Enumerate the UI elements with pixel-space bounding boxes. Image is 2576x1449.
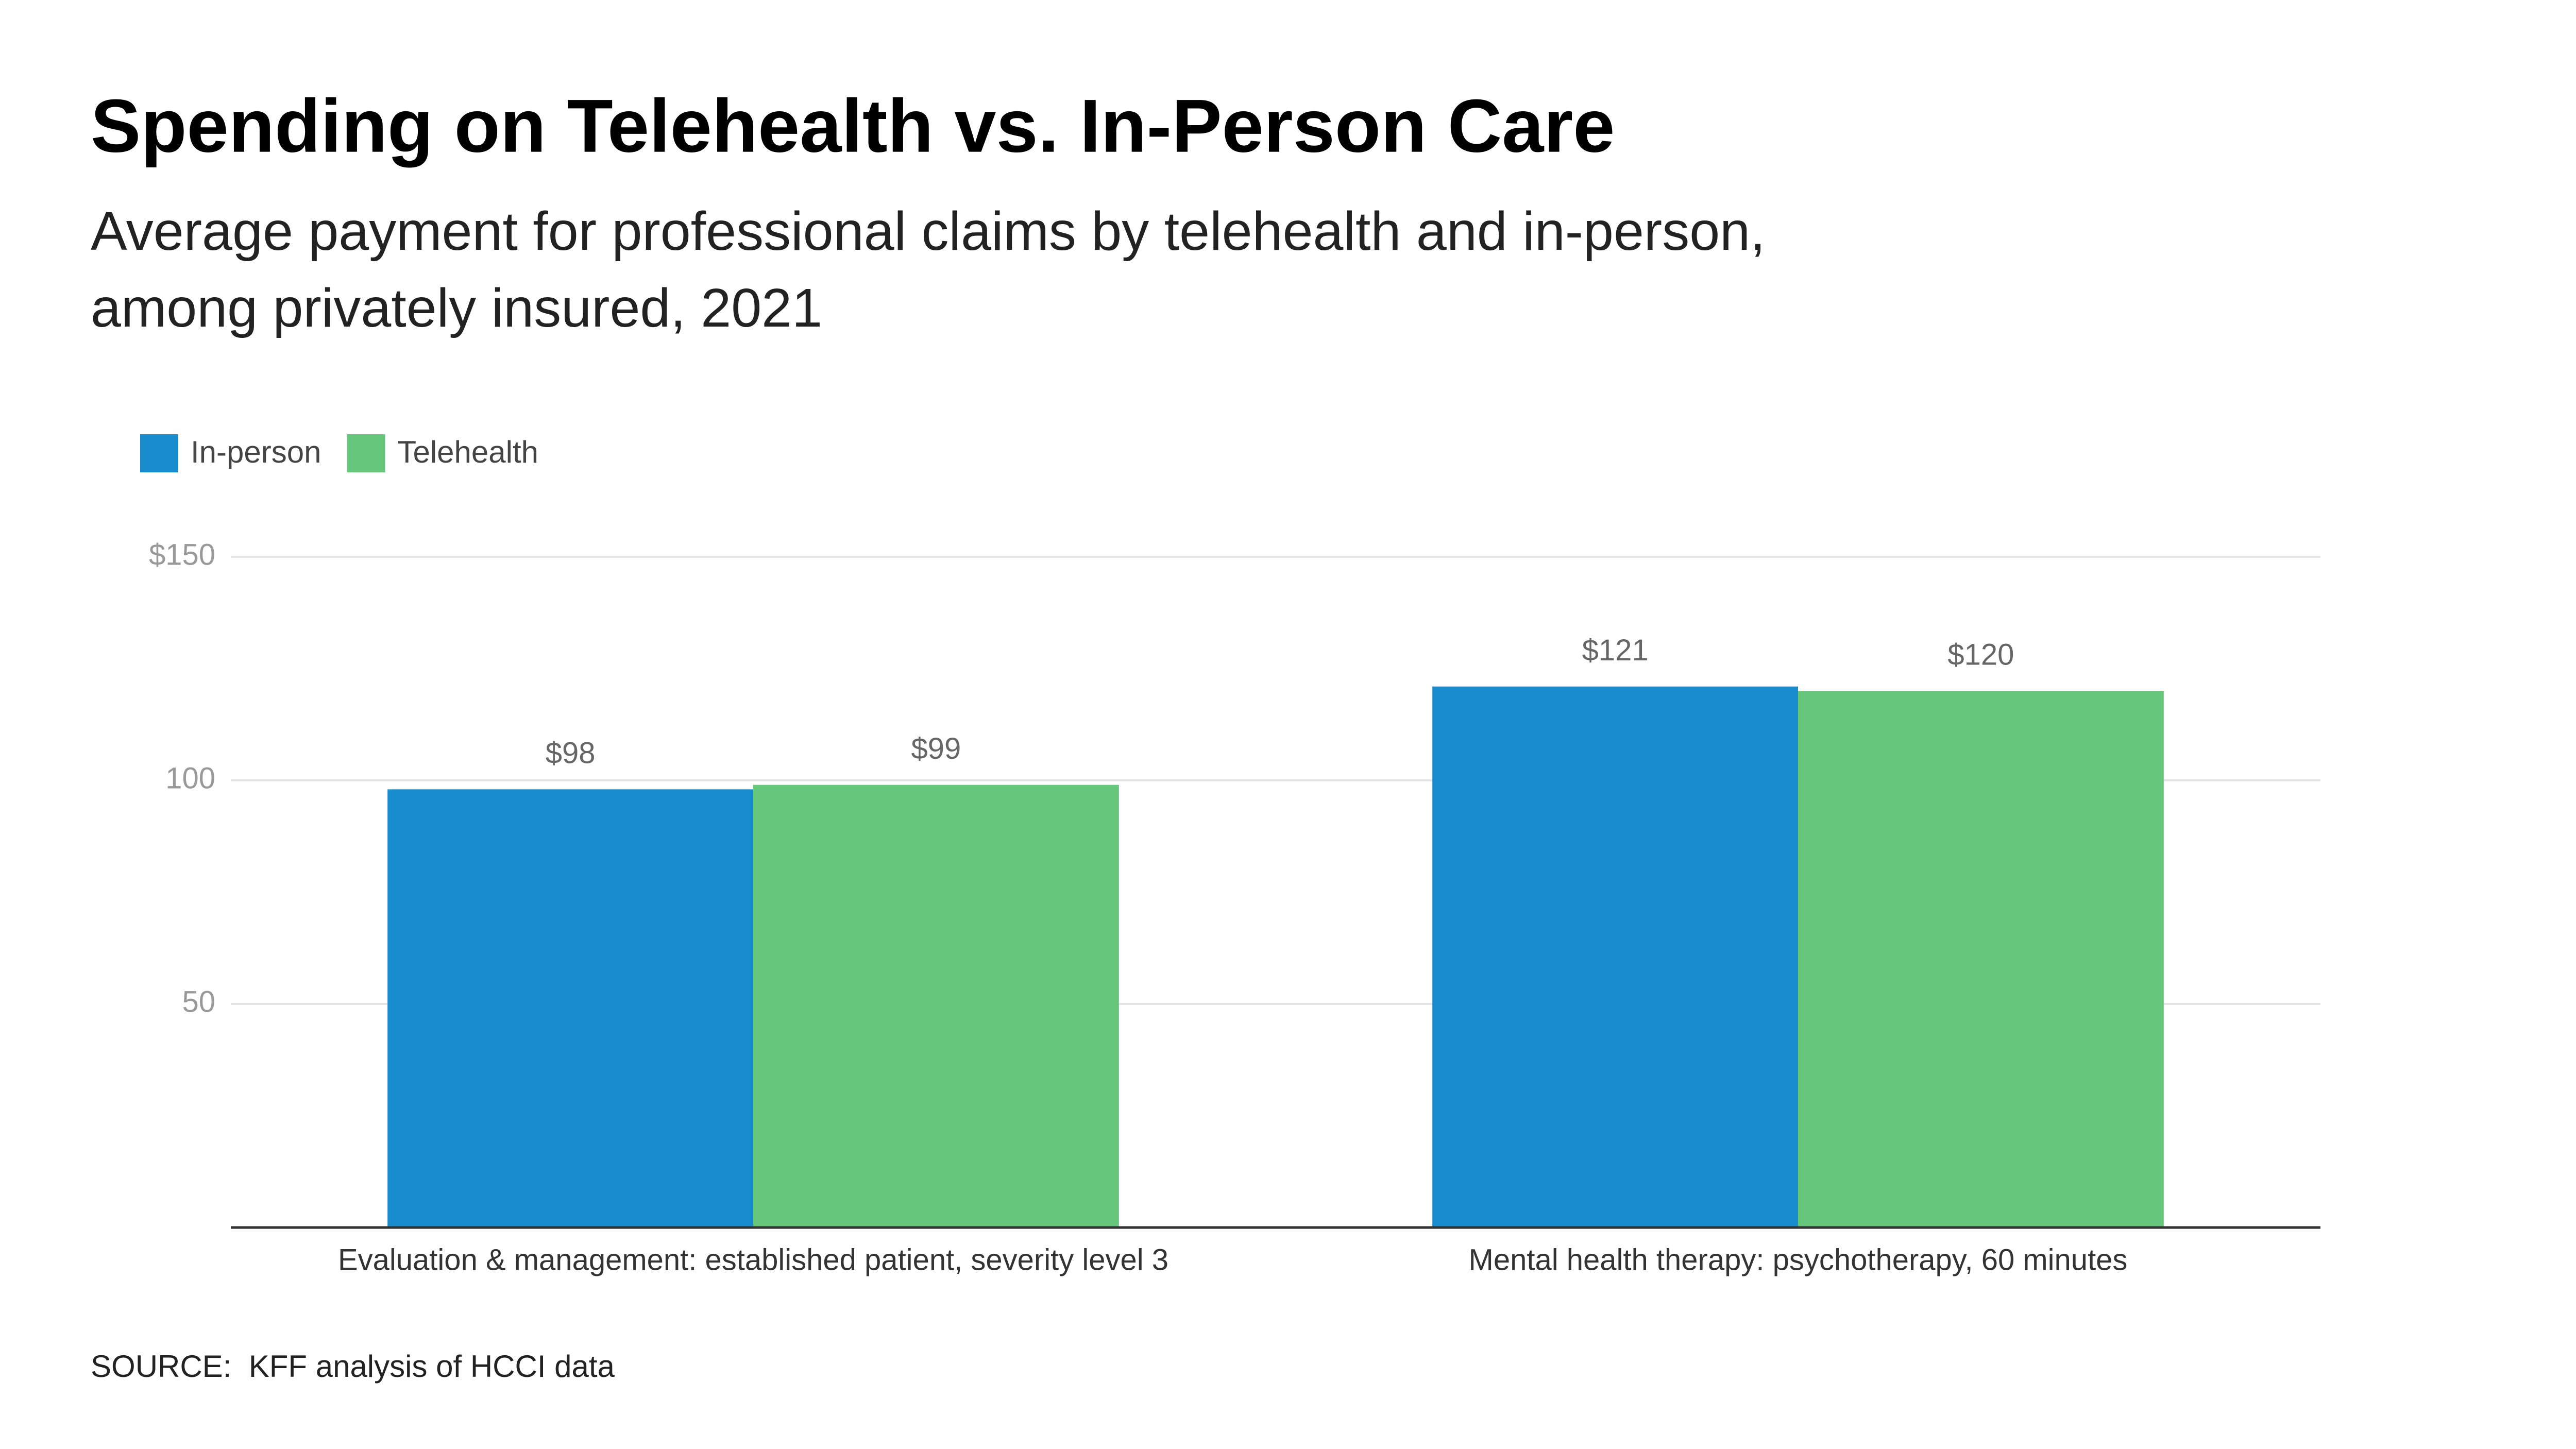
- bar: [387, 789, 753, 1228]
- value-label: $121: [1582, 634, 1649, 667]
- value-label: $98: [546, 737, 596, 770]
- y-tick-label: $150: [149, 538, 215, 571]
- chart-subtitle: Average payment for professional claims …: [91, 201, 1766, 262]
- chart-title: Spending on Telehealth vs. In-Person Car…: [91, 84, 1615, 168]
- value-label: $99: [911, 732, 961, 765]
- x-tick-label: Mental health therapy: psychotherapy, 60…: [1469, 1243, 2128, 1276]
- y-tick-label: 100: [165, 761, 215, 795]
- value-label: $120: [1947, 638, 2014, 672]
- legend-swatch: [347, 434, 385, 472]
- bar: [1432, 686, 1798, 1228]
- legend-label: In-person: [191, 435, 321, 469]
- bar: [753, 785, 1119, 1228]
- source-note: SOURCE: KFF analysis of HCCI data: [91, 1349, 615, 1384]
- legend-swatch: [140, 434, 178, 472]
- legend-label: Telehealth: [397, 435, 538, 469]
- x-tick-label: Evaluation & management: established pat…: [338, 1243, 1168, 1276]
- chart-subtitle: among privately insured, 2021: [91, 278, 822, 338]
- y-tick-label: 50: [182, 985, 215, 1018]
- bar: [1798, 691, 2164, 1228]
